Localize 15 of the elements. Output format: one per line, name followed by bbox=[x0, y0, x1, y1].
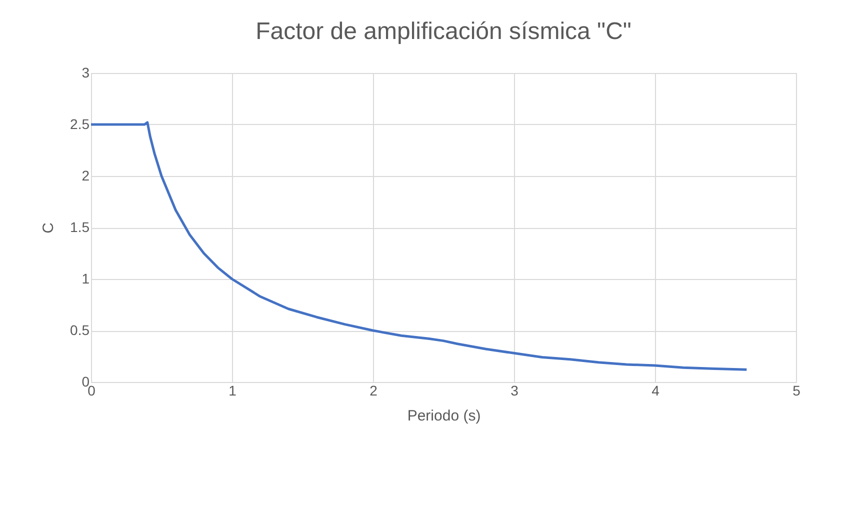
x-tick-label: 3 bbox=[510, 382, 519, 398]
chart-title: Factor de amplificación sísmica "C" bbox=[256, 18, 632, 45]
line-series bbox=[90, 121, 748, 371]
x-tick-label: 4 bbox=[652, 382, 660, 398]
y-tick-label: 3 bbox=[82, 64, 90, 80]
x-tick-label: 1 bbox=[228, 382, 237, 398]
y-axis-title: C bbox=[40, 222, 58, 234]
x-tick-label: 5 bbox=[792, 382, 801, 398]
x-tick-label: 2 bbox=[370, 382, 378, 398]
y-tick-label: 2.5 bbox=[70, 116, 90, 132]
y-tick-label: 1 bbox=[82, 270, 90, 286]
y-tick-label: 0.5 bbox=[70, 322, 90, 338]
x-axis-title: Periodo (s) bbox=[407, 408, 481, 424]
y-tick-label: 2 bbox=[82, 168, 90, 184]
y-tick-label: 1.5 bbox=[70, 219, 90, 235]
